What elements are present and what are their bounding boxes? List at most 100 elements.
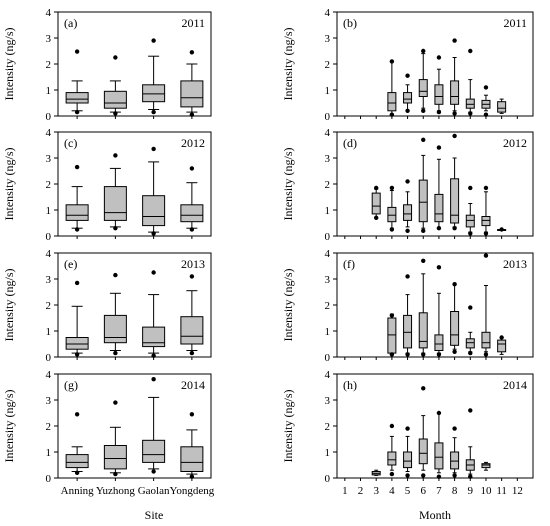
y-tick-label: 0 — [325, 111, 331, 123]
box-2 — [103, 272, 127, 356]
box-6 — [418, 386, 428, 478]
outlier-point — [436, 352, 442, 357]
y-tick-label: 1 — [46, 447, 52, 459]
outlier-point — [189, 227, 195, 232]
box-10 — [481, 85, 491, 117]
y-tick-label: 2 — [325, 300, 331, 312]
box-8 — [450, 133, 460, 231]
iqr-box — [481, 463, 491, 469]
outlier-point — [389, 423, 395, 429]
box-3 — [142, 38, 166, 115]
iqr-box — [465, 338, 475, 349]
box-3 — [142, 377, 166, 474]
panel-year-label: 2011 — [181, 16, 205, 30]
box-5 — [403, 274, 413, 357]
x-tick-label: 2 — [358, 485, 364, 497]
outlier-point — [113, 471, 118, 477]
y-tick-label: 1 — [46, 205, 52, 217]
outlier-point — [113, 153, 118, 158]
outlier-point — [452, 426, 457, 431]
iqr-box — [450, 80, 460, 105]
iqr-box — [450, 178, 460, 224]
y-tick-label: 0 — [46, 352, 52, 364]
iqr-box — [103, 445, 127, 470]
outlier-point — [389, 352, 395, 357]
outlier-point — [436, 109, 442, 115]
outlier-point — [389, 313, 395, 318]
box-3 — [142, 146, 166, 236]
box-5 — [403, 426, 413, 478]
box-1 — [65, 280, 89, 357]
iqr-box — [403, 314, 413, 349]
y-tick-label: 4 — [325, 7, 331, 19]
y-tick-label: 4 — [46, 7, 52, 19]
iqr-box — [103, 314, 127, 344]
outlier-point — [374, 215, 379, 220]
outlier-point — [74, 280, 80, 286]
y-tick-label: 4 — [325, 127, 331, 139]
panel-d: 0 1 2 3 4 (d) 2012 Intensity (ng/s) — [281, 127, 534, 243]
outlier-point — [151, 146, 156, 152]
iqr-box — [481, 216, 491, 227]
outlier-point — [74, 412, 80, 417]
outlier-point — [452, 349, 457, 354]
y-tick-label: 4 — [325, 248, 331, 260]
y-tick-label: 2 — [46, 59, 52, 71]
outlier-point — [151, 353, 156, 358]
y-tick-label: 4 — [46, 248, 52, 260]
y-axis-label: Intensity (ng/s) — [281, 28, 295, 101]
x-tick-label: 5 — [405, 485, 411, 497]
x-tick-label: 9 — [468, 485, 474, 497]
y-tick-label: 2 — [46, 421, 52, 433]
outlier-point — [452, 282, 457, 287]
outlier-point — [452, 133, 457, 139]
outlier-point — [405, 179, 410, 184]
outlier-point — [151, 270, 156, 275]
outlier-point — [189, 350, 195, 356]
iqr-box — [65, 454, 89, 469]
iqr-box — [418, 438, 428, 465]
outlier-point — [421, 473, 426, 478]
iqr-box — [142, 439, 166, 463]
iqr-box — [418, 79, 428, 97]
box-8 — [450, 426, 460, 478]
box-4 — [387, 59, 397, 117]
box-11 — [497, 227, 507, 232]
box-11 — [497, 98, 507, 114]
iqr-box — [180, 80, 204, 108]
panel-label: (c) — [64, 136, 77, 150]
outlier-point — [189, 474, 195, 479]
y-tick-label: 0 — [46, 473, 52, 485]
panel-year-label: 2014 — [181, 378, 205, 392]
iqr-box — [387, 206, 397, 223]
outlier-point — [189, 412, 195, 417]
outlier-point — [436, 55, 442, 60]
iqr-box — [434, 334, 444, 351]
panel-label: (g) — [64, 378, 78, 392]
panel-e: 0 1 2 3 4 (e) 2013 Intensity (ng/s) — [2, 248, 212, 364]
iqr-box — [434, 442, 444, 470]
outlier-point — [483, 185, 489, 191]
outlier-point — [113, 226, 118, 231]
outlier-point — [74, 227, 80, 232]
iqr-box — [180, 316, 204, 345]
panel-year-label: 2013 — [181, 257, 205, 271]
outlier-point — [151, 38, 156, 43]
y-axis-label: Intensity (ng/s) — [2, 390, 16, 463]
x-tick-label: 1 — [342, 485, 348, 497]
outlier-point — [74, 109, 80, 115]
box-10 — [481, 253, 491, 357]
outlier-point — [113, 272, 118, 278]
outlier-point — [374, 185, 379, 191]
box-2 — [103, 400, 127, 477]
outlier-point — [113, 111, 118, 116]
panel-g: 0 1 2 3 4 Anning Yuzhong Gaolan Yongdeng (g) 2014 I… — [2, 369, 215, 497]
outlier-point — [405, 473, 410, 478]
x-axis-label-site: Site — [145, 508, 164, 522]
outlier-point — [421, 137, 426, 142]
box-6 — [418, 258, 428, 357]
x-tick-label: Yongdeng — [170, 485, 215, 497]
panel-label: (a) — [64, 16, 77, 30]
iqr-box — [103, 186, 127, 221]
outlier-point — [189, 112, 195, 117]
